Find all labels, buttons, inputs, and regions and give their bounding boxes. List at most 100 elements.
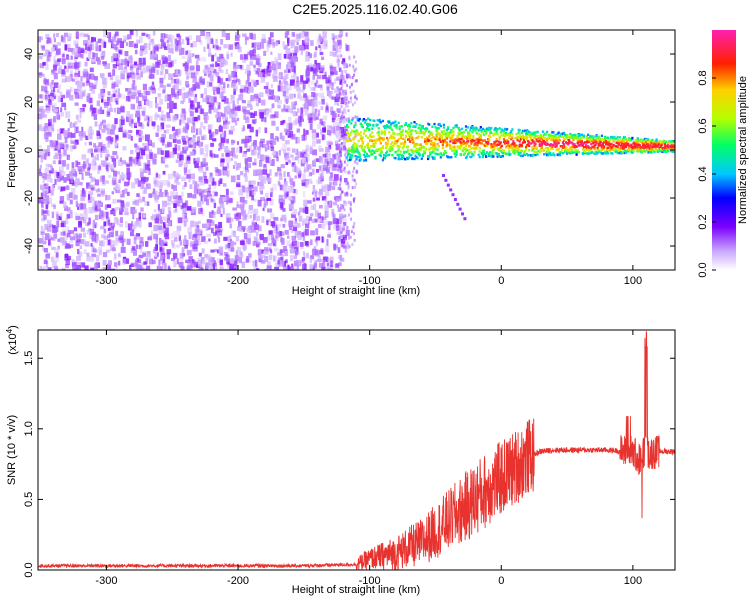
heatmap-cell bbox=[120, 203, 126, 208]
heatmap-cell bbox=[162, 258, 166, 266]
heatmap-cell bbox=[132, 156, 137, 164]
heatmap-cell bbox=[133, 237, 137, 245]
heatmap-cell bbox=[100, 121, 104, 126]
heatmap-cell bbox=[142, 49, 146, 55]
heatmap-cell bbox=[186, 38, 190, 45]
heatmap-cell bbox=[344, 147, 347, 151]
heatmap-cell bbox=[127, 223, 133, 231]
heatmap-cell bbox=[130, 225, 136, 232]
heatmap-cell bbox=[305, 144, 309, 152]
heatmap-cell bbox=[411, 129, 414, 132]
heatmap-cell bbox=[311, 92, 316, 98]
heatmap-cell bbox=[140, 71, 143, 78]
heatmap-cell bbox=[332, 52, 337, 57]
heatmap-cell bbox=[96, 153, 99, 161]
heatmap-cell bbox=[194, 161, 199, 169]
heatmap-cell bbox=[153, 177, 157, 185]
heatmap-cell bbox=[509, 134, 512, 137]
heatmap-cell bbox=[518, 151, 521, 154]
heatmap-cell bbox=[198, 264, 203, 270]
heatmap-cell bbox=[74, 92, 80, 99]
heatmap-cell bbox=[225, 156, 231, 164]
heatmap-cell bbox=[257, 248, 262, 255]
heatmap-cell bbox=[331, 33, 335, 41]
heatmap-cell bbox=[561, 141, 564, 144]
heatmap-cell bbox=[508, 136, 511, 140]
heatmap-cell bbox=[487, 141, 490, 144]
heatmap-cell bbox=[466, 148, 469, 152]
heatmap-cell bbox=[53, 38, 56, 43]
heatmap-cell bbox=[302, 80, 308, 84]
heatmap-cell bbox=[340, 204, 344, 210]
heatmap-cell bbox=[239, 254, 244, 258]
heatmap-cell bbox=[210, 220, 215, 226]
heatmap-cell bbox=[149, 39, 153, 43]
heatmap-cell bbox=[113, 253, 117, 260]
heatmap-cell bbox=[294, 46, 299, 53]
heatmap-cell bbox=[456, 137, 459, 140]
heatmap-cell bbox=[216, 63, 220, 67]
heatmap-cell bbox=[416, 157, 419, 160]
heatmap-cell bbox=[131, 84, 135, 90]
heatmap-cell bbox=[576, 138, 579, 142]
heatmap-cell bbox=[219, 264, 223, 270]
heatmap-cell bbox=[209, 131, 215, 138]
heatmap-cell bbox=[279, 230, 282, 237]
heatmap-cell bbox=[316, 39, 321, 45]
heatmap-cell bbox=[317, 217, 322, 223]
heatmap-cell bbox=[259, 141, 264, 148]
heatmap-cell bbox=[571, 142, 574, 145]
heatmap-cell bbox=[102, 259, 107, 266]
heatmap-cell bbox=[322, 216, 327, 220]
heatmap-cell bbox=[113, 107, 117, 113]
heatmap-cell bbox=[142, 95, 148, 101]
heatmap-cell bbox=[74, 182, 78, 188]
heatmap-cell bbox=[421, 126, 424, 130]
heatmap-cell bbox=[93, 143, 96, 148]
heatmap-cell bbox=[241, 100, 246, 104]
heatmap-cell bbox=[87, 135, 91, 140]
heatmap-cell bbox=[502, 138, 506, 141]
heatmap-cell bbox=[419, 129, 422, 132]
heatmap-cell bbox=[382, 154, 385, 157]
heatmap-cell bbox=[159, 247, 163, 252]
heatmap-cell bbox=[517, 131, 520, 134]
heatmap-cell bbox=[421, 125, 424, 128]
heatmap-cell bbox=[136, 96, 139, 104]
heatmap-cell bbox=[121, 239, 124, 247]
heatmap-cell bbox=[102, 124, 107, 129]
heatmap-cell bbox=[553, 154, 556, 157]
heatmap-cell bbox=[301, 40, 305, 47]
heatmap-cell bbox=[108, 175, 112, 178]
heatmap-cell bbox=[52, 64, 57, 71]
heatmap-cell bbox=[339, 183, 341, 187]
heatmap-cell bbox=[148, 168, 151, 175]
heatmap-cell bbox=[291, 235, 296, 241]
heatmap-cell bbox=[240, 54, 244, 60]
heatmap-cell bbox=[226, 138, 229, 144]
heatmap-cell bbox=[158, 259, 161, 265]
heatmap-cell bbox=[143, 62, 146, 66]
heatmap-cell bbox=[106, 164, 109, 171]
heatmap-cell bbox=[444, 135, 448, 138]
heatmap-cell bbox=[363, 145, 367, 149]
heatmap-cell bbox=[388, 131, 391, 134]
heatmap-cell bbox=[289, 93, 294, 100]
heatmap-cell bbox=[406, 130, 409, 134]
heatmap-cell bbox=[321, 56, 325, 60]
heatmap-cell bbox=[78, 131, 84, 137]
heatmap-cell bbox=[290, 60, 295, 67]
heatmap-cell bbox=[74, 121, 78, 125]
heatmap-cell bbox=[73, 194, 77, 200]
heatmap-cell bbox=[378, 135, 381, 139]
heatmap-cell bbox=[172, 252, 178, 259]
heatmap-cell bbox=[57, 95, 61, 103]
heatmap-cell bbox=[367, 142, 370, 145]
heatmap-cell bbox=[570, 147, 573, 151]
heatmap-cell bbox=[283, 128, 287, 133]
heatmap-cell bbox=[589, 135, 592, 139]
heatmap-cell bbox=[41, 109, 46, 113]
heatmap-cell bbox=[432, 136, 435, 139]
heatmap-cell bbox=[331, 117, 335, 123]
heatmap-cell bbox=[74, 75, 79, 83]
